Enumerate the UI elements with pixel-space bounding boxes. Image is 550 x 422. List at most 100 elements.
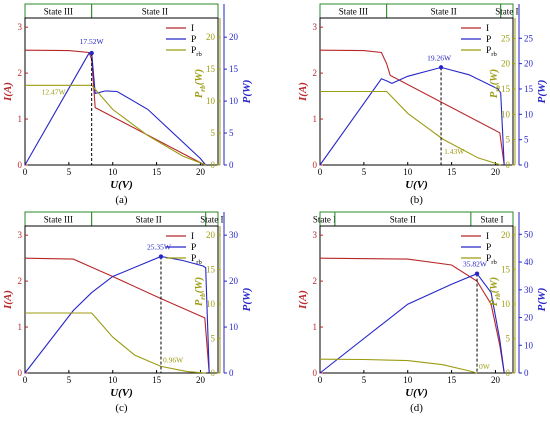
x-tick-label: 5 — [67, 375, 72, 385]
legend-entry: Prb — [486, 46, 498, 58]
y-tick-label-P: 5 — [229, 128, 234, 138]
legend-entry: P — [486, 243, 491, 253]
y-tick-label-Prb: 0 — [211, 160, 216, 170]
series-line-prb — [25, 312, 206, 374]
annotation-label: 0W — [479, 362, 491, 371]
x-axis-title: U(V) — [405, 179, 428, 191]
y-tick-label-I: 2 — [18, 276, 23, 286]
legend-entry: I — [486, 24, 489, 34]
y-tick-label-P: 10 — [524, 340, 534, 350]
y-tick-label-I: 2 — [313, 68, 318, 78]
x-tick-label: 15 — [447, 167, 457, 177]
y-tick-label-P: 0 — [524, 160, 529, 170]
plot-frame — [24, 17, 219, 166]
y-tick-label-P: 0 — [229, 368, 234, 378]
y-tick-label-I: 1 — [18, 322, 23, 332]
state-label: State II — [390, 215, 416, 225]
series-line-prb — [25, 84, 206, 166]
state-label: State III — [313, 215, 342, 225]
y-tick-label-Prb: 10 — [206, 96, 216, 106]
y-tick-label-Prb: 15 — [206, 264, 216, 274]
y-tick-label-I: 2 — [313, 276, 318, 286]
y-axis-title-Prb: Prb(W) — [194, 277, 207, 306]
y-tick-label-I: 3 — [313, 230, 318, 240]
series-line-i — [319, 49, 505, 166]
plot-frame — [319, 225, 514, 374]
y-tick-label-I: 3 — [18, 230, 23, 240]
y-axis-title-Prb: Prb(W) — [489, 277, 502, 306]
series-line-prb — [320, 90, 501, 166]
y-axis-title-P: P(W) — [536, 80, 548, 104]
y-tick-label-Prb: 5 — [506, 333, 511, 343]
y-tick-label-P: 30 — [524, 285, 534, 295]
annotation-label: 25.35W — [147, 243, 172, 252]
y-tick-label-I: 0 — [313, 160, 318, 170]
panel-label: (c) — [115, 402, 128, 414]
y-tick-label-I: 0 — [313, 368, 318, 378]
x-axis-title: U(V) — [110, 387, 133, 399]
y-axis-title-P: P(W) — [536, 288, 548, 312]
y-tick-label-I: 1 — [313, 322, 318, 332]
y-tick-label-I: 3 — [313, 22, 318, 32]
y-tick-label-P: 0 — [229, 160, 234, 170]
y-tick-label-P: 10 — [229, 96, 239, 106]
mpp-point — [158, 254, 164, 259]
y-tick-label-P: 20 — [524, 313, 534, 323]
y-tick-label-Prb: 10 — [501, 109, 511, 119]
y-tick-label-P: 25 — [524, 33, 534, 43]
y-tick-label-I: 3 — [18, 22, 23, 32]
y-tick-label-P: 20 — [229, 32, 239, 42]
x-tick-label: 0 — [23, 375, 28, 385]
x-tick-label: 10 — [403, 375, 413, 385]
state-label: State II — [142, 7, 168, 17]
x-tick-label: 20 — [196, 375, 206, 385]
y-tick-label-I: 0 — [18, 368, 23, 378]
x-tick-label: 15 — [152, 375, 162, 385]
y-tick-label-P: 15 — [229, 64, 239, 74]
y-tick-label-Prb: 10 — [501, 299, 511, 309]
annotation-label: 1.43W — [444, 147, 465, 156]
panel-label: (d) — [410, 402, 423, 414]
chart-panel-2: State III State II State I 0 5 10 15 20 0 1 2 3 0 5 10… — [297, 3, 548, 206]
chart-panel-3: State III State II State I0 5 10 15 2001230510… — [2, 211, 253, 414]
state-label: State III — [44, 215, 73, 225]
y-tick-label-P: 15 — [524, 84, 534, 94]
annotation-label: 35.82W — [463, 260, 488, 269]
y-tick-label-P: 10 — [229, 322, 239, 332]
y-tick-label-P: 30 — [229, 230, 239, 240]
state-label: State I — [495, 7, 518, 17]
x-tick-label: 20 — [491, 375, 501, 385]
legend-entry: I — [486, 232, 489, 242]
y-axis-title-Prb: Prb(W) — [194, 69, 207, 98]
x-tick-label: 15 — [447, 375, 457, 385]
state-label: State II — [136, 215, 162, 225]
annotation-label: 17.52W — [80, 37, 105, 46]
y-tick-label-Prb: 15 — [206, 64, 216, 74]
x-axis-title: U(V) — [405, 387, 428, 399]
y-tick-label-I: 1 — [18, 114, 23, 124]
state-label: State III — [339, 7, 368, 17]
series-line-prb — [319, 358, 478, 374]
x-tick-label: 20 — [491, 167, 501, 177]
y-axis-title-I: I(A) — [297, 82, 309, 102]
x-tick-label: 10 — [108, 375, 118, 385]
x-tick-label: 5 — [67, 167, 72, 177]
y-tick-label-P: 20 — [524, 59, 534, 69]
x-tick-label: 20 — [196, 167, 206, 177]
y-tick-label-P: 0 — [524, 368, 529, 378]
y-tick-label-P: 5 — [524, 135, 529, 145]
x-tick-label: 10 — [403, 167, 413, 177]
y-tick-label-Prb: 5 — [506, 135, 511, 145]
series-line-p — [319, 273, 505, 374]
x-tick-label: 5 — [362, 375, 367, 385]
x-tick-label: 0 — [23, 167, 28, 177]
state-label: State III — [44, 7, 73, 17]
y-tick-label-Prb: 25 — [501, 33, 511, 43]
state-label: State I — [480, 215, 503, 225]
y-tick-label-P: 10 — [524, 109, 534, 119]
panel-label: (b) — [410, 194, 423, 206]
panel-label: (a) — [115, 194, 128, 206]
y-tick-label-I: 2 — [18, 68, 23, 78]
plot-frame — [24, 225, 219, 374]
mpp-point — [438, 65, 444, 70]
